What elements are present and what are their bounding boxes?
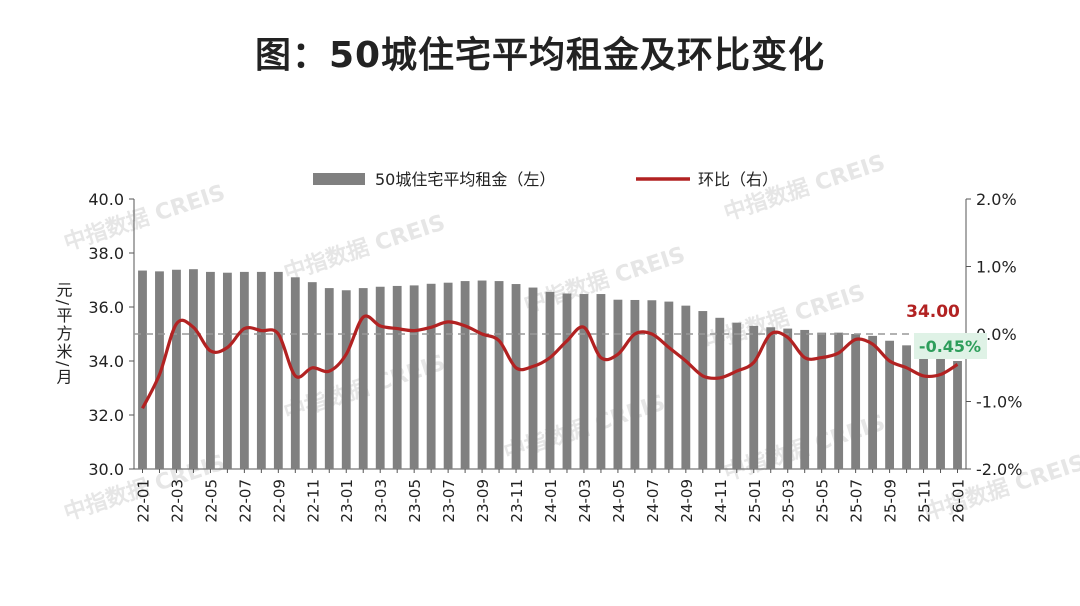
- y2-tick-label: -1.0%: [976, 393, 1022, 412]
- bar: [596, 294, 606, 469]
- bar: [460, 281, 470, 469]
- x-tick-label: 22-05: [202, 479, 220, 523]
- bar: [868, 335, 878, 469]
- x-tick-label: 23-07: [440, 479, 458, 523]
- annotation-change-bg: [914, 333, 987, 359]
- y-tick-label: 38.0: [88, 244, 124, 263]
- x-tick-label: 24-09: [678, 479, 696, 523]
- bar: [664, 301, 674, 469]
- legend-swatch-bar: [313, 173, 365, 185]
- y-tick-label: 30.0: [88, 460, 124, 479]
- y-tick-label: 34.0: [88, 352, 124, 371]
- x-tick-label: 23-05: [406, 479, 424, 523]
- bar: [613, 299, 623, 469]
- x-tick-label: 22-09: [270, 479, 288, 523]
- bar: [630, 299, 640, 469]
- y-axis-label: 元/平方米/月: [54, 282, 73, 387]
- bar: [409, 285, 419, 469]
- x-tick-label: 25-07: [848, 479, 866, 523]
- y-tick-label: 36.0: [88, 298, 124, 317]
- bar: [477, 280, 487, 469]
- bar: [222, 272, 232, 469]
- bar: [851, 334, 861, 469]
- bar: [902, 345, 911, 469]
- x-tick-label: 23-01: [338, 479, 356, 523]
- bar: [273, 271, 283, 469]
- bar: [953, 361, 962, 469]
- bar: [936, 354, 945, 469]
- annotation-value: 34.00: [906, 302, 960, 322]
- x-tick-label: 24-03: [576, 479, 594, 523]
- x-tick-label: 25-11: [916, 479, 934, 523]
- line-series: [141, 314, 959, 410]
- x-tick-label: 25-01: [746, 479, 764, 523]
- y-tick-label: 32.0: [88, 406, 124, 425]
- bar: [189, 269, 198, 469]
- bar: [715, 317, 725, 469]
- bar: [732, 322, 742, 469]
- bar: [749, 325, 759, 469]
- y-tick-label: 40.0: [88, 190, 124, 209]
- bar: [834, 332, 844, 469]
- y2-tick-label: 1.0%: [976, 258, 1017, 277]
- bar: [579, 294, 589, 469]
- bar: [562, 293, 572, 469]
- bar: [545, 291, 555, 469]
- bar: [511, 284, 521, 469]
- bar: [698, 311, 708, 469]
- x-tick-label: 22-03: [168, 479, 186, 523]
- bar: [681, 305, 691, 469]
- x-tick-label: 25-09: [882, 479, 900, 523]
- bar: [138, 270, 147, 469]
- bar: [341, 290, 351, 469]
- bar: [324, 288, 334, 469]
- x-tick-label: 24-05: [610, 479, 628, 523]
- x-tick-label: 23-09: [474, 479, 492, 523]
- bar: [766, 327, 776, 469]
- bar: [443, 282, 453, 469]
- x-tick-label: 23-11: [508, 479, 526, 523]
- x-tick-label: 22-07: [236, 479, 254, 523]
- bar: [290, 277, 300, 469]
- y2-tick-label: -2.0%: [976, 460, 1022, 479]
- x-tick-label: 24-01: [542, 479, 560, 523]
- bar: [172, 269, 181, 469]
- x-tick-label: 22-01: [134, 479, 152, 523]
- x-tick-label: 26-01: [950, 479, 968, 523]
- bar: [426, 283, 436, 469]
- bar: [647, 300, 657, 469]
- annotation-change: -0.45%: [919, 337, 981, 356]
- x-tick-label: 24-11: [712, 479, 730, 523]
- bar: [919, 349, 928, 469]
- bar: [885, 340, 895, 469]
- x-tick-label: 24-07: [644, 479, 662, 523]
- bar: [817, 332, 827, 469]
- bar: [239, 271, 249, 469]
- bar: [375, 286, 385, 469]
- x-tick-label: 25-05: [814, 479, 832, 523]
- page-title: 图：50城住宅平均租金及环比变化: [254, 35, 826, 76]
- bar: [358, 288, 368, 469]
- x-tick-label: 25-03: [780, 479, 798, 523]
- y2-tick-label: 2.0%: [976, 190, 1017, 209]
- bar: [528, 287, 538, 469]
- x-tick-label: 22-11: [304, 479, 322, 523]
- bar: [256, 271, 266, 469]
- bar: [800, 329, 810, 469]
- bar: [494, 281, 504, 469]
- bar: [205, 271, 215, 469]
- bar: [307, 282, 317, 469]
- bar: [392, 285, 402, 469]
- legend-label-bar: 50城住宅平均租金（左）: [375, 170, 555, 189]
- legend-label-line: 环比（右）: [698, 170, 778, 189]
- x-tick-label: 23-03: [372, 479, 390, 523]
- bar: [783, 328, 793, 469]
